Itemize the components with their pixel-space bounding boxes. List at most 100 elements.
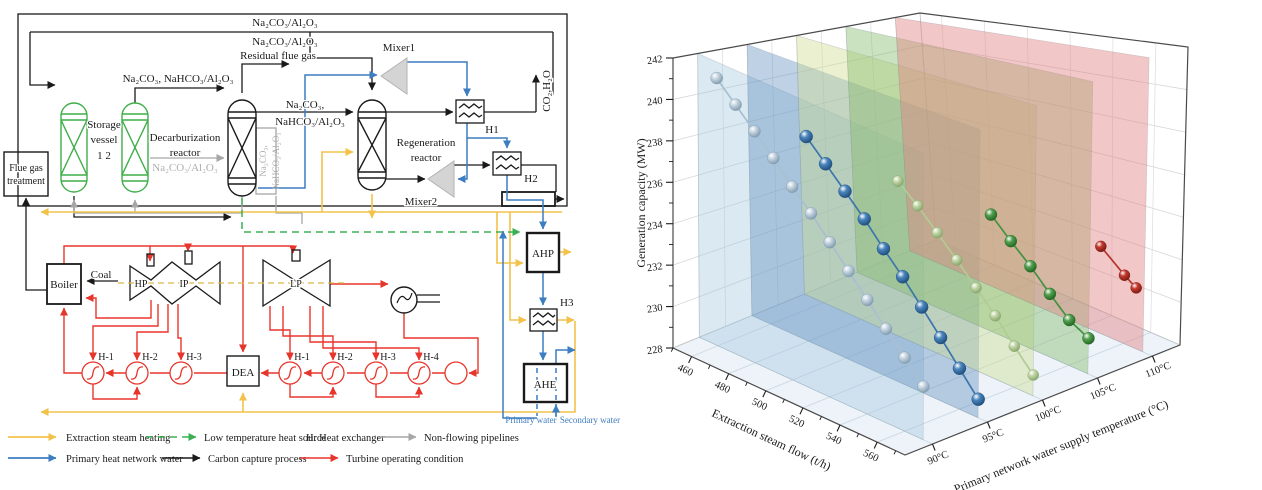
data-point	[971, 392, 985, 406]
z-tick-label: 230	[646, 303, 663, 316]
label-flue-2: treatment	[7, 176, 45, 187]
label-decarb-1: Decarburization	[150, 132, 221, 144]
chart-series-100°C	[892, 175, 1039, 381]
x-tick-label: 520	[787, 414, 806, 431]
condenser	[390, 286, 418, 314]
label-heater-l3: H-3	[186, 352, 202, 363]
label-chem-gray: Na₂CO₃/Al₂O₃	[152, 162, 218, 174]
x-tick-label: 540	[824, 431, 843, 448]
storage-vessel-1	[60, 102, 88, 193]
label-mixer1: Mixer1	[383, 42, 415, 54]
label-hp: HP	[135, 279, 148, 290]
pipes-extraction-steam	[40, 148, 576, 416]
legend-label-non-flowing: Non-flowing pipelines	[424, 433, 519, 444]
data-point	[876, 242, 891, 256]
condensate-pump	[444, 361, 468, 385]
ahp-box	[525, 231, 561, 274]
label-chem-vert-1: Na₂CO₃,	[258, 145, 268, 177]
legend-label-h-exchanger: H: Heat exchanger	[306, 433, 385, 444]
data-point	[952, 361, 967, 375]
y-tick-label: 95°C	[981, 427, 1005, 445]
legend-label-extraction: Extraction steam heating	[66, 433, 171, 444]
label-ahe: AHE	[534, 379, 557, 391]
y-tick-label: 110°C	[1144, 360, 1173, 380]
data-point	[898, 351, 911, 364]
flue-gas-treatment-box	[3, 151, 49, 197]
chart-series-105°C	[984, 208, 1095, 345]
plane-100°C	[796, 35, 1037, 397]
x-tick-label: 500	[750, 397, 769, 414]
turbine-hp-ip	[129, 250, 221, 306]
data-point	[857, 212, 871, 226]
y-tick-label: 105°C	[1089, 382, 1118, 402]
data-point	[1063, 313, 1076, 327]
z-tick-label: 228	[646, 344, 663, 357]
label-decarb-2: reactor	[170, 147, 201, 159]
label-lp: LP	[290, 279, 302, 290]
data-point	[710, 71, 723, 85]
data-point	[989, 310, 1001, 322]
pipes-turbine-condition	[60, 243, 479, 400]
data-point	[914, 300, 929, 314]
legend-label-turbine: Turbine operating condition	[346, 454, 464, 465]
label-flue-1: Flue gas	[9, 163, 43, 174]
label-chem-feed: Na₂CO₃, NaHCO₃/Al₂O₃	[123, 73, 234, 85]
data-point	[1024, 260, 1037, 273]
data-point	[892, 175, 904, 187]
3d-scatter-chart: 228 230 232 234 236 238 240 242 Generation capac…	[634, 12, 1189, 490]
data-point	[1118, 269, 1131, 281]
ahe-box	[522, 362, 569, 404]
heaters-right	[278, 361, 468, 385]
diagram-labels: Na₂CO₃/Al₂O₃ Na₂CO₃/Al₂O₃ Residual flue …	[6, 16, 620, 425]
data-point	[838, 184, 852, 198]
label-ahp: AHP	[532, 248, 554, 260]
data-point	[895, 270, 910, 284]
label-heater-r3: H-3	[380, 352, 396, 363]
data-point	[911, 200, 924, 212]
data-point	[861, 293, 874, 307]
label-chem-top-2: Na₂CO₃/Al₂O₃	[252, 36, 318, 48]
heat-exchanger-h3	[529, 308, 558, 332]
label-heater-r1: H-1	[294, 352, 310, 363]
data-point	[818, 157, 833, 171]
data-point	[984, 208, 998, 221]
capture-outlet-box	[501, 191, 556, 207]
equipment	[3, 57, 569, 404]
data-point	[970, 281, 982, 294]
label-storage-2: vessel	[91, 134, 118, 146]
label-heater-r2: H-2	[337, 352, 353, 363]
x-tick-label: 480	[713, 379, 732, 396]
label-h1: H1	[485, 124, 498, 136]
data-point	[933, 330, 948, 345]
dea-box	[226, 355, 260, 387]
pipes-carbon-capture	[17, 13, 568, 303]
heat-exchanger-h2	[492, 151, 522, 176]
y-tick-label: 90°C	[926, 449, 950, 467]
x-tick-label: 560	[861, 448, 880, 465]
pipes-low-temp-heat	[241, 198, 521, 236]
x-tick-label: 460	[676, 362, 695, 379]
regeneration-reactor	[357, 99, 387, 191]
label-regen-2: reactor	[411, 152, 442, 164]
plane-90°C	[697, 52, 925, 441]
pipes-network-water	[258, 61, 576, 419]
legend-label-capture: Carbon capture process	[208, 454, 307, 465]
data-point	[1082, 332, 1095, 345]
chart-series-90°C	[710, 71, 930, 393]
label-heater-r4: H-4	[423, 352, 439, 363]
turbine-lp	[262, 249, 331, 308]
mixer2-triangle	[427, 160, 455, 198]
boiler-box	[46, 263, 82, 305]
z-tick-label: 234	[646, 220, 664, 233]
z-tick-label: 240	[646, 96, 663, 109]
data-point	[804, 207, 818, 220]
label-mixer2: Mixer2	[405, 196, 437, 208]
z-tick-label: 236	[646, 178, 663, 191]
label-secondary-water: Secondary water	[560, 415, 620, 425]
label-primary-water: Primary water	[505, 415, 556, 425]
data-point	[917, 380, 930, 393]
data-point	[1008, 340, 1021, 352]
label-storage-1: Storage	[87, 119, 121, 131]
label-storage-3: 1 2	[97, 150, 111, 162]
